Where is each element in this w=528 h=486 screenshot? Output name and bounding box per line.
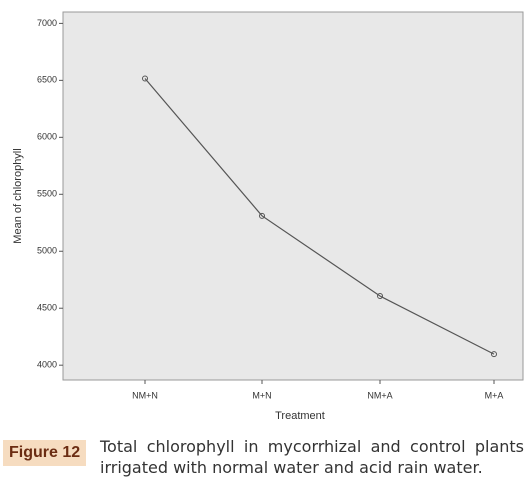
chart: Treatment Mean of chlorophyll 4000 4500 50…	[12, 11, 524, 422]
x-axis-label: Treatment	[275, 410, 325, 422]
x-tick-label: M+N	[252, 390, 271, 400]
point	[142, 75, 148, 82]
y-tick-label: 5000	[37, 246, 57, 256]
figure-text: Total chlorophyll in mycorrhizal and con…	[100, 437, 524, 477]
y-tick-label: 7000	[37, 18, 57, 28]
y-tick-label: 6500	[37, 75, 57, 85]
plot-area	[62, 11, 524, 381]
point	[491, 351, 497, 358]
point	[377, 293, 383, 300]
figure-label: Figure 12	[3, 440, 87, 466]
point	[259, 212, 265, 219]
y-tick-label: 4000	[37, 360, 57, 370]
x-tick-label: M+A	[485, 390, 504, 400]
x-tick-label: NM+A	[367, 390, 392, 400]
x-tick-label: NM+N	[132, 390, 158, 400]
y-tick-label: 5500	[37, 189, 57, 199]
y-tick-label: 4500	[37, 303, 57, 313]
series-line	[144, 78, 495, 355]
y-axis-label: Mean of chlorophyll	[12, 148, 24, 243]
caption: Figure 12 Total chlorophyll in mycorrhiz…	[0, 436, 528, 486]
y-tick-label: 6000	[37, 132, 57, 142]
